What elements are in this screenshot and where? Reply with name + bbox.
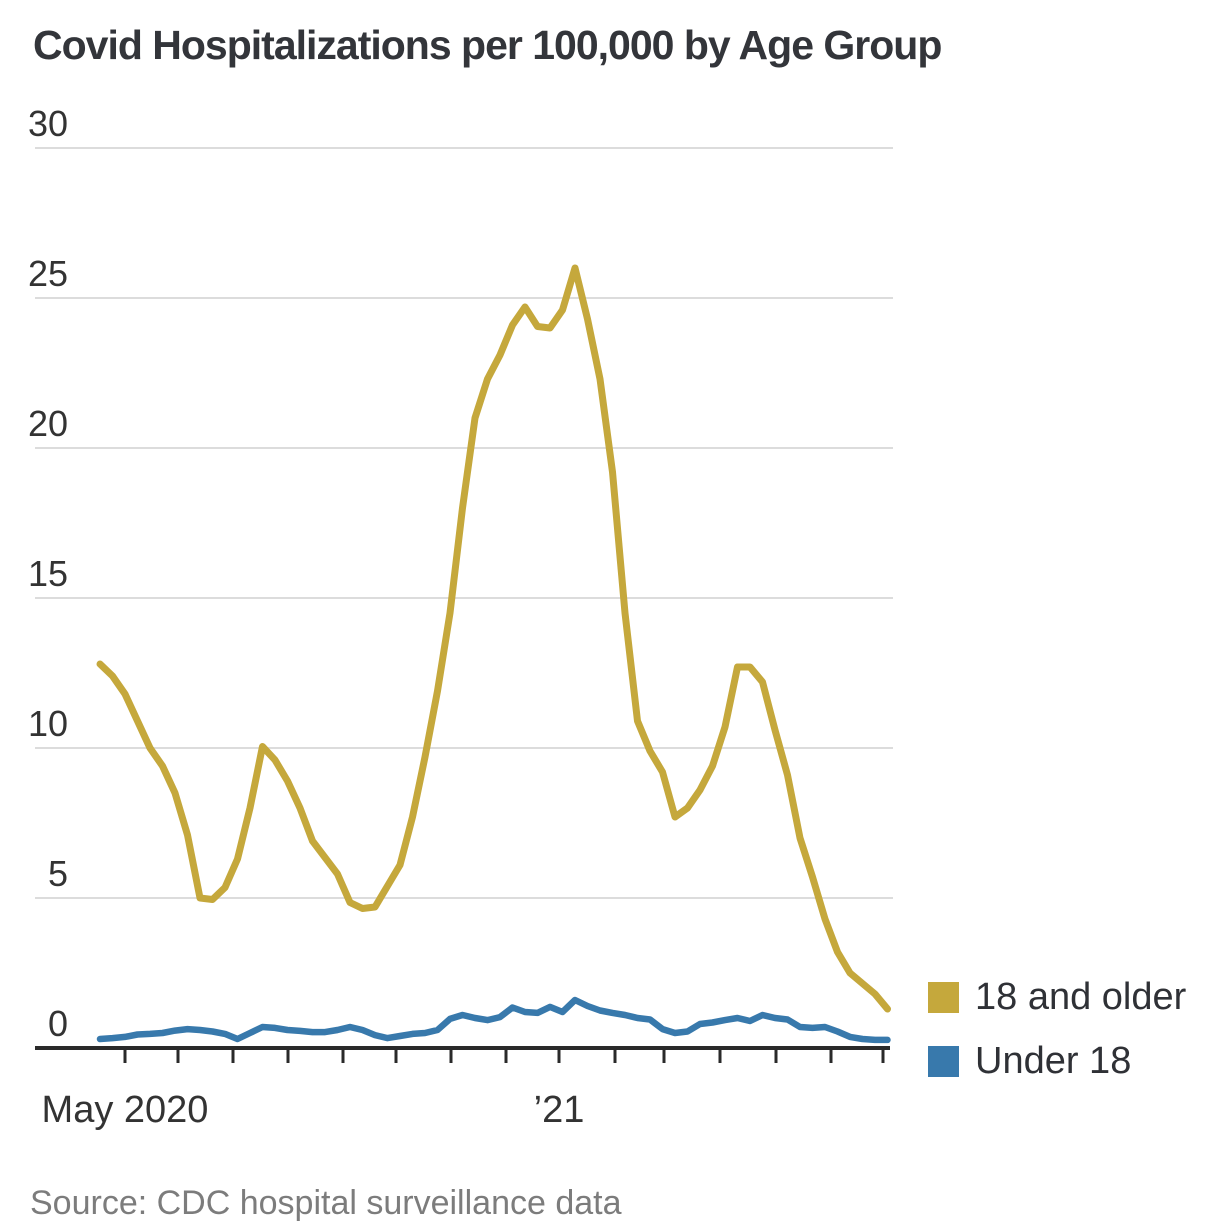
y-tick-label: 30 [28, 103, 68, 144]
y-tick-label: 15 [28, 553, 68, 594]
legend-label-adults: 18 and older [975, 975, 1187, 1018]
legend: 18 and older Under 18 [928, 976, 1186, 1109]
source-note: Source: CDC hospital surveillance data [30, 1184, 622, 1222]
kids-swatch [928, 1045, 959, 1077]
x-tick-label: May 2020 [42, 1089, 209, 1131]
y-tick-label: 25 [28, 253, 68, 294]
x-tick-label: ’21 [534, 1089, 585, 1131]
series-line-adults [96, 264, 891, 1013]
y-tick-label: 5 [48, 853, 68, 894]
legend-label-kids: Under 18 [975, 1039, 1132, 1082]
legend-item-adults: 18 and older [928, 976, 1186, 1018]
y-tick-label: 10 [28, 703, 68, 744]
y-tick-label: 20 [28, 403, 68, 444]
adults-swatch [928, 981, 959, 1013]
chart-title: Covid Hospitalizations per 100,000 by Ag… [33, 22, 942, 68]
series-line-under18 [96, 996, 891, 1044]
legend-item-kids: Under 18 [928, 1040, 1186, 1082]
y-tick-label: 0 [48, 1003, 68, 1044]
